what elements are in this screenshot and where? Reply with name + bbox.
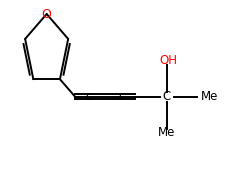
Text: C: C (163, 90, 171, 103)
Text: O: O (42, 8, 52, 20)
Text: c: c (119, 90, 125, 103)
Text: OH: OH (159, 54, 177, 67)
Text: Me: Me (201, 90, 219, 103)
Text: c: c (85, 90, 92, 103)
Text: Me: Me (158, 126, 176, 139)
